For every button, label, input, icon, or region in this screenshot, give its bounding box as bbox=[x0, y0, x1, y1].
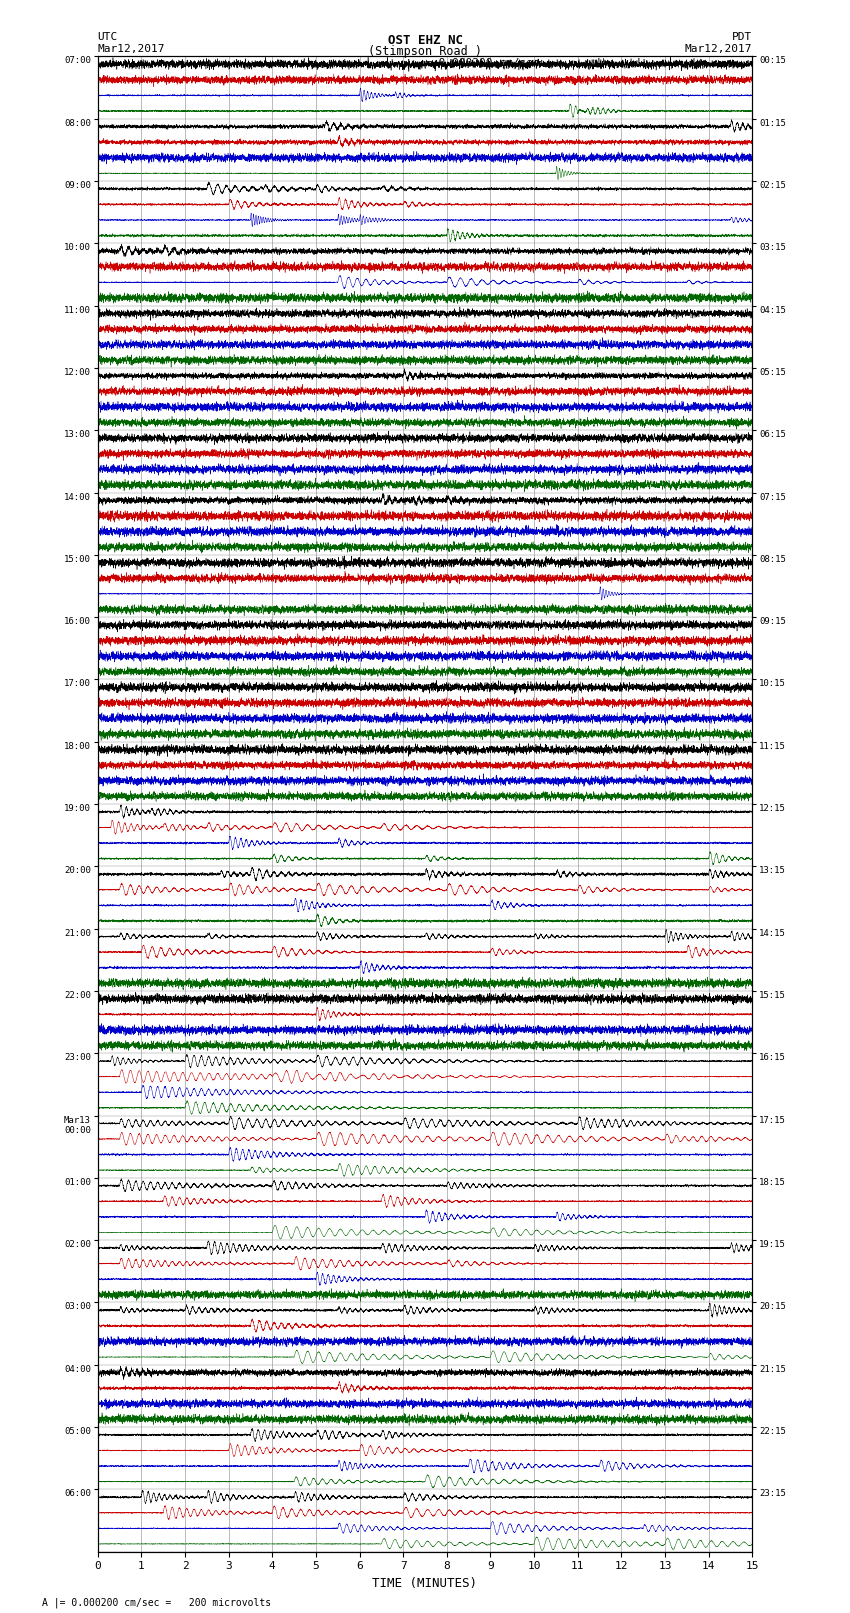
Text: UTC: UTC bbox=[98, 32, 118, 42]
Text: Mar12,2017: Mar12,2017 bbox=[685, 44, 752, 53]
Text: A |= 0.000200 cm/sec =   200 microvolts: A |= 0.000200 cm/sec = 200 microvolts bbox=[42, 1597, 272, 1608]
Text: = 0.000200 cm/sec: = 0.000200 cm/sec bbox=[425, 58, 540, 68]
Text: PDT: PDT bbox=[732, 32, 752, 42]
X-axis label: TIME (MINUTES): TIME (MINUTES) bbox=[372, 1578, 478, 1590]
Text: OST EHZ NC: OST EHZ NC bbox=[388, 34, 462, 47]
Text: Mar12,2017: Mar12,2017 bbox=[98, 44, 165, 53]
Text: |: | bbox=[405, 58, 411, 71]
Text: (Stimpson Road ): (Stimpson Road ) bbox=[368, 45, 482, 58]
